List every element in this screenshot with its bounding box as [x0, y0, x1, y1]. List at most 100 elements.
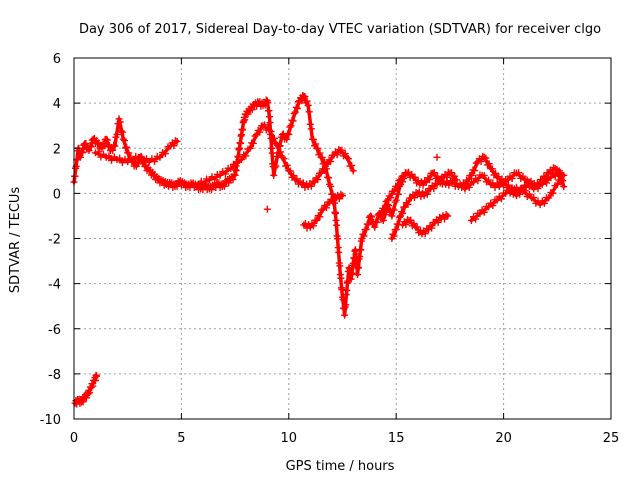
data-point	[534, 185, 542, 193]
data-points	[70, 91, 568, 408]
data-point	[344, 155, 352, 163]
data-point	[213, 170, 221, 178]
data-point	[105, 152, 113, 160]
data-point	[543, 194, 551, 202]
data-point	[305, 221, 313, 229]
data-point	[517, 185, 525, 193]
data-point	[110, 153, 118, 161]
data-point	[477, 158, 485, 166]
data-point	[92, 371, 100, 379]
data-point	[421, 230, 429, 238]
data-point	[314, 212, 322, 220]
data-point	[489, 179, 497, 187]
data-point	[171, 137, 179, 145]
data-point	[523, 176, 531, 184]
data-point	[306, 120, 314, 128]
data-point	[558, 172, 566, 180]
data-point	[161, 150, 169, 158]
data-point	[220, 182, 228, 190]
data-point	[294, 98, 302, 106]
data-point	[333, 221, 341, 229]
data-point	[557, 178, 565, 186]
y-tick-label: 4	[53, 97, 61, 112]
data-point	[506, 189, 514, 197]
data-point	[349, 167, 357, 175]
data-point	[415, 188, 423, 196]
data-point	[515, 169, 523, 177]
data-point	[439, 212, 447, 220]
data-point	[207, 186, 215, 194]
data-point	[417, 193, 425, 201]
data-point	[430, 185, 438, 193]
x-tick-label: 5	[177, 431, 185, 446]
data-point	[164, 143, 172, 151]
data-point	[482, 154, 490, 162]
data-point	[248, 106, 256, 114]
data-point	[291, 108, 299, 116]
data-point	[307, 182, 315, 190]
data-point	[480, 208, 488, 216]
data-point	[543, 179, 551, 187]
data-point	[334, 191, 342, 199]
data-point	[424, 225, 432, 233]
data-point	[270, 171, 278, 179]
data-point	[318, 154, 326, 162]
data-point	[311, 216, 319, 224]
data-point	[390, 206, 398, 214]
data-point	[325, 174, 333, 182]
data-point	[334, 235, 342, 243]
data-point	[395, 177, 403, 185]
y-tick-label: -6	[48, 323, 61, 338]
data-point	[357, 237, 365, 245]
data-point	[377, 210, 385, 218]
data-point	[224, 164, 232, 172]
data-point	[349, 261, 357, 269]
data-point	[329, 198, 337, 206]
data-point	[335, 248, 343, 256]
data-point	[285, 130, 293, 138]
data-point	[270, 134, 278, 142]
data-point	[337, 190, 345, 198]
data-point	[342, 291, 350, 299]
data-point	[123, 143, 131, 151]
data-point	[482, 203, 490, 211]
data-point	[364, 221, 372, 229]
data-point	[235, 146, 243, 154]
data-point	[315, 169, 323, 177]
data-point	[488, 165, 496, 173]
data-point	[396, 176, 404, 184]
data-point	[388, 212, 396, 220]
data-point	[278, 153, 286, 161]
data-point	[382, 198, 390, 206]
data-point	[303, 224, 311, 232]
data-point	[381, 211, 389, 219]
data-point	[293, 105, 301, 113]
data-point	[472, 215, 480, 223]
data-point	[72, 164, 80, 172]
data-point	[137, 152, 145, 160]
grid	[74, 58, 611, 419]
data-point	[89, 382, 97, 390]
data-point	[265, 107, 273, 115]
data-point	[229, 176, 237, 184]
data-point	[474, 209, 482, 217]
data-point	[400, 174, 408, 182]
y-tick-label: -8	[48, 368, 61, 383]
data-point	[251, 132, 259, 140]
data-point	[380, 205, 388, 213]
data-point	[211, 176, 219, 184]
data-point	[387, 194, 395, 202]
data-point	[318, 206, 326, 214]
data-point	[411, 173, 419, 181]
data-point	[391, 198, 399, 206]
y-tick-label: -2	[48, 233, 61, 248]
data-point	[89, 135, 97, 143]
data-point	[423, 190, 431, 198]
data-point	[445, 181, 453, 189]
data-point	[314, 145, 322, 153]
data-point	[392, 182, 400, 190]
data-point	[549, 189, 557, 197]
data-point	[301, 183, 309, 191]
data-point	[436, 179, 444, 187]
data-point	[71, 172, 79, 180]
